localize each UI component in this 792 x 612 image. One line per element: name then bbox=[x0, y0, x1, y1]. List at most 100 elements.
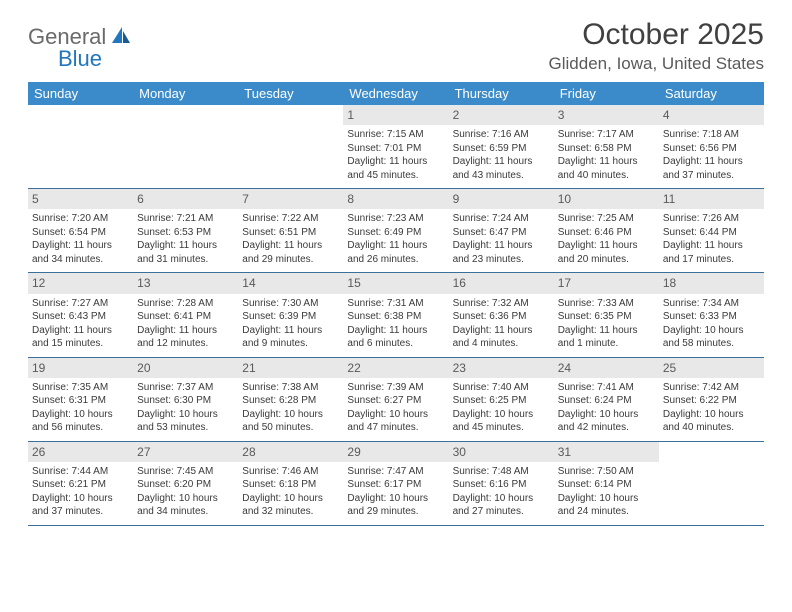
sunrise-text: Sunrise: 7:44 AM bbox=[32, 465, 129, 479]
sunrise-text: Sunrise: 7:24 AM bbox=[453, 212, 550, 226]
daylight-text: Daylight: 10 hours and 42 minutes. bbox=[558, 408, 655, 435]
day-number: 21 bbox=[238, 358, 343, 378]
sunset-text: Sunset: 6:35 PM bbox=[558, 310, 655, 324]
logo-sail-icon bbox=[110, 25, 132, 50]
sunset-text: Sunset: 6:51 PM bbox=[242, 226, 339, 240]
day-number: 28 bbox=[238, 442, 343, 462]
calendar-cell: 1Sunrise: 7:15 AMSunset: 7:01 PMDaylight… bbox=[343, 105, 448, 189]
daylight-text: Daylight: 10 hours and 58 minutes. bbox=[663, 324, 760, 351]
daylight-text: Daylight: 10 hours and 45 minutes. bbox=[453, 408, 550, 435]
daylight-text: Daylight: 10 hours and 47 minutes. bbox=[347, 408, 444, 435]
calendar-cell: 13Sunrise: 7:28 AMSunset: 6:41 PMDayligh… bbox=[133, 273, 238, 357]
sunset-text: Sunset: 6:53 PM bbox=[137, 226, 234, 240]
logo-blue-line: Blue bbox=[28, 46, 102, 72]
sunset-text: Sunset: 6:54 PM bbox=[32, 226, 129, 240]
sunrise-text: Sunrise: 7:17 AM bbox=[558, 128, 655, 142]
sunset-text: Sunset: 6:58 PM bbox=[558, 142, 655, 156]
day-number: 23 bbox=[449, 358, 554, 378]
calendar-cell: 22 Sunrise: 7:39 AMSunset: 6:27 PMDayligh… bbox=[343, 357, 448, 441]
day-number: 13 bbox=[133, 273, 238, 293]
day-number: 11 bbox=[659, 189, 764, 209]
calendar-week: 12Sunrise: 7:27 AMSunset: 6:43 PMDayligh… bbox=[28, 273, 764, 357]
calendar-cell: 16Sunrise: 7:32 AMSunset: 6:36 PMDayligh… bbox=[449, 273, 554, 357]
day-number: 24 bbox=[554, 358, 659, 378]
calendar-cell: 25Sunrise: 7:42 AMSunset: 6:22 PMDayligh… bbox=[659, 357, 764, 441]
calendar-table: SundayMondayTuesdayWednesdayThursdayFrid… bbox=[28, 82, 764, 526]
sunset-text: Sunset: 6:24 PM bbox=[558, 394, 655, 408]
day-header: Thursday bbox=[449, 82, 554, 105]
day-number: 27 bbox=[133, 442, 238, 462]
day-number: 4 bbox=[659, 105, 764, 125]
calendar-cell: 6Sunrise: 7:21 AMSunset: 6:53 PMDaylight… bbox=[133, 189, 238, 273]
daylight-text: Daylight: 10 hours and 53 minutes. bbox=[137, 408, 234, 435]
sunrise-text: Sunrise: 7:40 AM bbox=[453, 381, 550, 395]
sunrise-text: Sunrise: 7:35 AM bbox=[32, 381, 129, 395]
calendar-cell: 21Sunrise: 7:38 AMSunset: 6:28 PMDayligh… bbox=[238, 357, 343, 441]
sunset-text: Sunset: 6:20 PM bbox=[137, 478, 234, 492]
sunset-text: Sunset: 6:36 PM bbox=[453, 310, 550, 324]
calendar-cell: 14Sunrise: 7:30 AMSunset: 6:39 PMDayligh… bbox=[238, 273, 343, 357]
daylight-text: Daylight: 11 hours and 12 minutes. bbox=[137, 324, 234, 351]
calendar-cell: 10Sunrise: 7:25 AMSunset: 6:46 PMDayligh… bbox=[554, 189, 659, 273]
day-number: 14 bbox=[238, 273, 343, 293]
daylight-text: Daylight: 10 hours and 37 minutes. bbox=[32, 492, 129, 519]
sunrise-text: Sunrise: 7:18 AM bbox=[663, 128, 760, 142]
day-header: Tuesday bbox=[238, 82, 343, 105]
calendar-body: 1Sunrise: 7:15 AMSunset: 7:01 PMDaylight… bbox=[28, 105, 764, 525]
sunset-text: Sunset: 6:30 PM bbox=[137, 394, 234, 408]
sunset-text: Sunset: 6:21 PM bbox=[32, 478, 129, 492]
daylight-text: Daylight: 10 hours and 27 minutes. bbox=[453, 492, 550, 519]
sunset-text: Sunset: 7:01 PM bbox=[347, 142, 444, 156]
daylight-text: Daylight: 11 hours and 23 minutes. bbox=[453, 239, 550, 266]
daylight-text: Daylight: 11 hours and 40 minutes. bbox=[558, 155, 655, 182]
calendar-cell bbox=[133, 105, 238, 189]
day-number: 17 bbox=[554, 273, 659, 293]
calendar-cell: 23Sunrise: 7:40 AMSunset: 6:25 PMDayligh… bbox=[449, 357, 554, 441]
sunset-text: Sunset: 6:46 PM bbox=[558, 226, 655, 240]
day-number: 12 bbox=[28, 273, 133, 293]
calendar-cell: 30Sunrise: 7:48 AMSunset: 6:16 PMDayligh… bbox=[449, 441, 554, 525]
day-number: 31 bbox=[554, 442, 659, 462]
day-header: Sunday bbox=[28, 82, 133, 105]
calendar-cell: 15Sunrise: 7:31 AMSunset: 6:38 PMDayligh… bbox=[343, 273, 448, 357]
day-header: Monday bbox=[133, 82, 238, 105]
day-number: 10 bbox=[554, 189, 659, 209]
daylight-text: Daylight: 11 hours and 6 minutes. bbox=[347, 324, 444, 351]
daylight-text: Daylight: 11 hours and 1 minute. bbox=[558, 324, 655, 351]
calendar-cell: 20Sunrise: 7:37 AMSunset: 6:30 PMDayligh… bbox=[133, 357, 238, 441]
calendar-cell: 12Sunrise: 7:27 AMSunset: 6:43 PMDayligh… bbox=[28, 273, 133, 357]
calendar-cell: 8Sunrise: 7:23 AMSunset: 6:49 PMDaylight… bbox=[343, 189, 448, 273]
day-number: 3 bbox=[554, 105, 659, 125]
calendar-cell: 2Sunrise: 7:16 AMSunset: 6:59 PMDaylight… bbox=[449, 105, 554, 189]
sunrise-text: Sunrise: 7:26 AM bbox=[663, 212, 760, 226]
sunrise-text: Sunrise: 7:38 AM bbox=[242, 381, 339, 395]
day-header: Friday bbox=[554, 82, 659, 105]
sunrise-text: Sunrise: 7:34 AM bbox=[663, 297, 760, 311]
sunset-text: Sunset: 6:27 PM bbox=[347, 394, 444, 408]
calendar-cell: 7Sunrise: 7:22 AMSunset: 6:51 PMDaylight… bbox=[238, 189, 343, 273]
day-number: 15 bbox=[343, 273, 448, 293]
sunrise-text: Sunrise: 7:42 AM bbox=[663, 381, 760, 395]
day-header: Saturday bbox=[659, 82, 764, 105]
calendar-header-row: SundayMondayTuesdayWednesdayThursdayFrid… bbox=[28, 82, 764, 105]
sunrise-text: Sunrise: 7:41 AM bbox=[558, 381, 655, 395]
sunset-text: Sunset: 6:38 PM bbox=[347, 310, 444, 324]
daylight-text: Daylight: 11 hours and 31 minutes. bbox=[137, 239, 234, 266]
daylight-text: Daylight: 11 hours and 43 minutes. bbox=[453, 155, 550, 182]
sunrise-text: Sunrise: 7:39 AM bbox=[347, 381, 444, 395]
daylight-text: Daylight: 11 hours and 20 minutes. bbox=[558, 239, 655, 266]
sunrise-text: Sunrise: 7:30 AM bbox=[242, 297, 339, 311]
sunset-text: Sunset: 6:28 PM bbox=[242, 394, 339, 408]
sunset-text: Sunset: 6:14 PM bbox=[558, 478, 655, 492]
day-number: 20 bbox=[133, 358, 238, 378]
calendar-cell: 29Sunrise: 7:47 AMSunset: 6:17 PMDayligh… bbox=[343, 441, 448, 525]
sunset-text: Sunset: 6:16 PM bbox=[453, 478, 550, 492]
calendar-cell bbox=[28, 105, 133, 189]
sunset-text: Sunset: 6:56 PM bbox=[663, 142, 760, 156]
day-number: 22 bbox=[343, 358, 448, 378]
sunrise-text: Sunrise: 7:32 AM bbox=[453, 297, 550, 311]
sunset-text: Sunset: 6:41 PM bbox=[137, 310, 234, 324]
sunrise-text: Sunrise: 7:22 AM bbox=[242, 212, 339, 226]
day-number: 26 bbox=[28, 442, 133, 462]
daylight-text: Daylight: 10 hours and 56 minutes. bbox=[32, 408, 129, 435]
